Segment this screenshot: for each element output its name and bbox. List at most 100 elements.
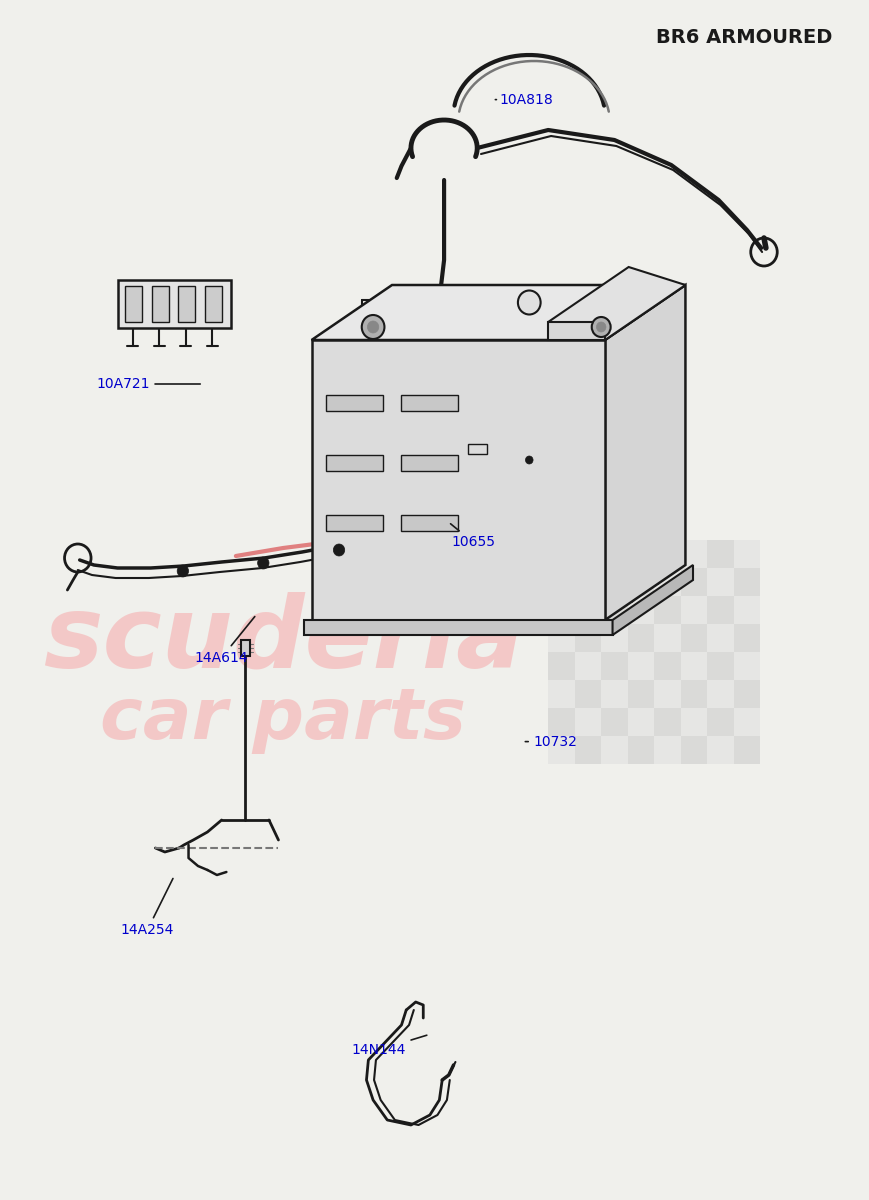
Bar <box>733 568 760 596</box>
Text: 14A614: 14A614 <box>195 617 255 665</box>
Bar <box>706 708 733 736</box>
Polygon shape <box>151 286 169 322</box>
Text: BR6 ARMOURED: BR6 ARMOURED <box>655 28 831 47</box>
Bar <box>706 624 733 652</box>
Bar <box>600 708 627 736</box>
Circle shape <box>177 565 189 577</box>
Bar <box>627 708 653 736</box>
Bar <box>706 568 733 596</box>
Bar <box>653 708 680 736</box>
Bar <box>325 455 382 470</box>
Bar <box>547 540 574 568</box>
Bar <box>600 736 627 764</box>
Bar <box>627 652 653 680</box>
Polygon shape <box>125 286 142 322</box>
Bar <box>706 596 733 624</box>
Polygon shape <box>547 266 685 340</box>
Bar <box>325 515 382 530</box>
Polygon shape <box>612 565 693 635</box>
Polygon shape <box>204 286 222 322</box>
Bar <box>547 736 574 764</box>
Bar <box>733 680 760 708</box>
Text: 14N144: 14N144 <box>351 1036 427 1057</box>
Bar <box>627 624 653 652</box>
Polygon shape <box>311 340 604 620</box>
Bar <box>401 455 458 470</box>
Bar <box>401 395 458 410</box>
Bar <box>680 652 706 680</box>
Bar <box>627 736 653 764</box>
Bar <box>627 540 653 568</box>
Bar <box>653 652 680 680</box>
Bar <box>653 624 680 652</box>
Bar <box>547 624 574 652</box>
Text: 14A254: 14A254 <box>121 878 174 937</box>
Text: scuderia: scuderia <box>43 592 523 689</box>
Text: 10732: 10732 <box>525 734 577 749</box>
Bar <box>574 652 600 680</box>
Bar <box>653 680 680 708</box>
Bar <box>680 624 706 652</box>
Bar <box>600 540 627 568</box>
Bar <box>574 540 600 568</box>
Bar <box>627 680 653 708</box>
Bar <box>706 680 733 708</box>
Bar <box>574 624 600 652</box>
Bar <box>547 568 574 596</box>
Bar <box>547 680 574 708</box>
Text: 10A721: 10A721 <box>96 377 200 391</box>
Bar <box>627 568 653 596</box>
Polygon shape <box>311 284 685 340</box>
Polygon shape <box>547 322 604 340</box>
Bar <box>600 624 627 652</box>
Bar <box>706 736 733 764</box>
Bar <box>574 680 600 708</box>
Bar <box>574 596 600 624</box>
Bar <box>241 640 249 656</box>
Text: 10655: 10655 <box>450 523 494 550</box>
Circle shape <box>517 290 540 314</box>
Circle shape <box>257 557 269 569</box>
Bar <box>706 652 733 680</box>
Polygon shape <box>117 280 231 328</box>
Bar <box>733 708 760 736</box>
Bar <box>653 736 680 764</box>
Bar <box>653 540 680 568</box>
Polygon shape <box>303 620 612 635</box>
Bar <box>547 652 574 680</box>
Bar <box>653 568 680 596</box>
Bar <box>325 395 382 410</box>
Bar <box>733 736 760 764</box>
Bar <box>680 708 706 736</box>
Bar <box>600 568 627 596</box>
Bar <box>401 515 458 530</box>
Bar <box>733 540 760 568</box>
Bar <box>680 540 706 568</box>
Bar <box>653 596 680 624</box>
Circle shape <box>525 456 533 464</box>
Circle shape <box>367 320 378 332</box>
Bar <box>680 680 706 708</box>
Bar <box>547 708 574 736</box>
Circle shape <box>596 322 605 332</box>
Bar <box>600 680 627 708</box>
Text: 10A818: 10A818 <box>494 92 553 107</box>
Bar <box>627 596 653 624</box>
Bar <box>574 736 600 764</box>
Bar <box>547 596 574 624</box>
Bar <box>600 652 627 680</box>
Polygon shape <box>462 440 528 475</box>
Bar <box>733 596 760 624</box>
Text: car parts: car parts <box>100 685 466 755</box>
Bar <box>680 568 706 596</box>
Circle shape <box>362 314 384 338</box>
Circle shape <box>591 317 610 337</box>
Bar <box>600 596 627 624</box>
Bar <box>733 652 760 680</box>
Bar <box>574 568 600 596</box>
Polygon shape <box>178 286 195 322</box>
Polygon shape <box>604 284 685 620</box>
Bar <box>468 444 486 454</box>
Bar <box>574 708 600 736</box>
Bar <box>680 736 706 764</box>
